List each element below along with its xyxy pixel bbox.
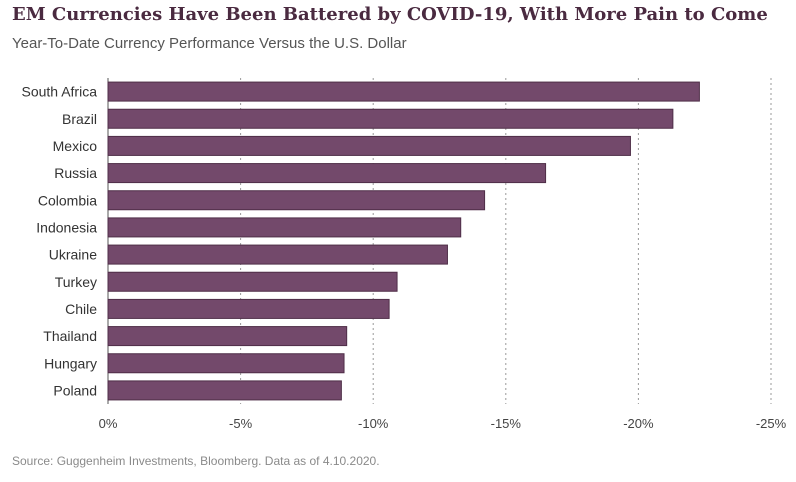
bar (107, 380, 342, 401)
bar (107, 353, 345, 374)
bar (107, 217, 462, 238)
x-tick-label: -10% (358, 416, 389, 431)
category-label: Indonesia (36, 219, 97, 235)
bar-chart: 0% -5% -10% -15% -20% -25% South Africa Brazil M… (22, 78, 787, 431)
bar (107, 244, 448, 265)
category-label: Turkey (55, 274, 97, 290)
bar (107, 190, 486, 211)
bar (107, 271, 398, 292)
category-label: Mexico (53, 138, 98, 154)
source-note: Source: Guggenheim Investments, Bloomber… (12, 454, 380, 468)
chart-subtitle: Year-To-Date Currency Performance Versus… (12, 35, 407, 52)
bar (107, 163, 547, 184)
x-tick-label: -5% (229, 416, 253, 431)
bar (107, 81, 700, 102)
category-label: Brazil (62, 111, 97, 127)
category-label: Chile (65, 301, 97, 317)
bar (107, 298, 390, 319)
x-tick-label: -25% (756, 416, 787, 431)
bar (107, 108, 674, 129)
category-label: Ukraine (49, 247, 97, 263)
bar (107, 135, 631, 156)
chart-title: EM Currencies Have Been Battered by COVI… (12, 4, 768, 25)
category-label: South Africa (22, 84, 98, 100)
x-tick-label: 0% (99, 416, 118, 431)
category-label: Thailand (43, 328, 97, 344)
category-label: Russia (54, 165, 97, 181)
category-label: Colombia (38, 192, 97, 208)
category-label: Hungary (44, 355, 97, 371)
bar (107, 326, 348, 347)
x-tick-label: -20% (623, 416, 654, 431)
x-tick-label: -15% (491, 416, 522, 431)
category-label: Poland (53, 382, 97, 398)
